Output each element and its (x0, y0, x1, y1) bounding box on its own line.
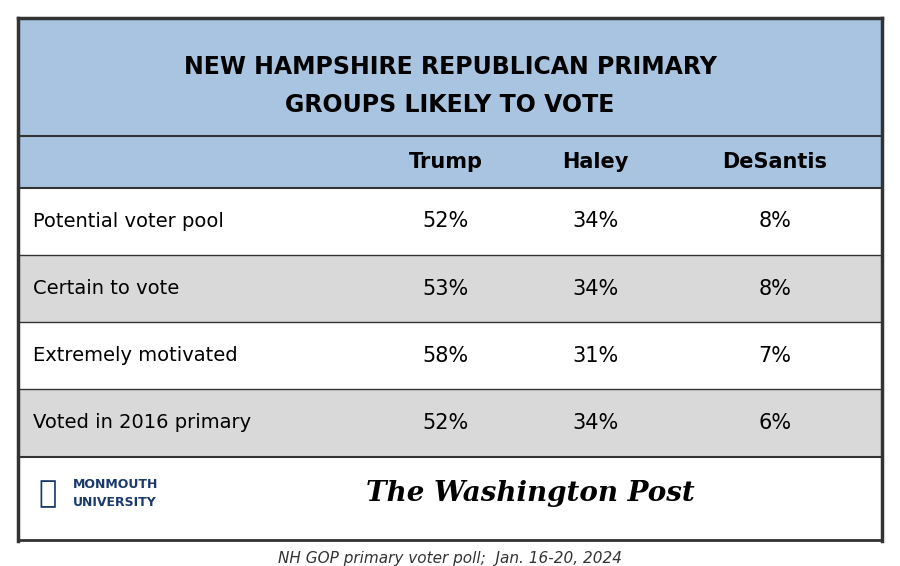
Text: DeSantis: DeSantis (723, 152, 827, 172)
Text: 52%: 52% (422, 413, 469, 433)
Text: 58%: 58% (422, 346, 469, 366)
Text: NEW HAMPSHIRE REPUBLICAN PRIMARY: NEW HAMPSHIRE REPUBLICAN PRIMARY (184, 55, 716, 79)
Text: Potential voter pool: Potential voter pool (33, 212, 224, 231)
Text: 34%: 34% (572, 211, 618, 231)
FancyBboxPatch shape (18, 389, 882, 457)
Text: 🏛: 🏛 (39, 479, 57, 508)
Text: 8%: 8% (759, 211, 791, 231)
Text: Trump: Trump (409, 152, 482, 172)
Text: 34%: 34% (572, 413, 618, 433)
FancyBboxPatch shape (18, 136, 882, 188)
Text: 53%: 53% (422, 278, 469, 298)
FancyBboxPatch shape (18, 322, 882, 389)
Text: NH GOP primary voter poll;  Jan. 16-20, 2024: NH GOP primary voter poll; Jan. 16-20, 2… (278, 551, 622, 566)
Text: Voted in 2016 primary: Voted in 2016 primary (33, 413, 251, 432)
FancyBboxPatch shape (18, 188, 882, 255)
FancyBboxPatch shape (18, 457, 882, 541)
Text: Haley: Haley (562, 152, 629, 172)
FancyBboxPatch shape (18, 18, 882, 136)
Text: Certain to vote: Certain to vote (33, 279, 179, 298)
Text: The Washington Post: The Washington Post (365, 480, 695, 507)
Text: GROUPS LIKELY TO VOTE: GROUPS LIKELY TO VOTE (285, 93, 615, 117)
Text: 52%: 52% (422, 211, 469, 231)
Text: 8%: 8% (759, 278, 791, 298)
FancyBboxPatch shape (18, 255, 882, 322)
Text: MONMOUTH
UNIVERSITY: MONMOUTH UNIVERSITY (73, 478, 158, 509)
Text: 6%: 6% (759, 413, 792, 433)
Text: Extremely motivated: Extremely motivated (33, 346, 238, 365)
Text: 7%: 7% (759, 346, 791, 366)
Text: 34%: 34% (572, 278, 618, 298)
Text: 31%: 31% (572, 346, 618, 366)
